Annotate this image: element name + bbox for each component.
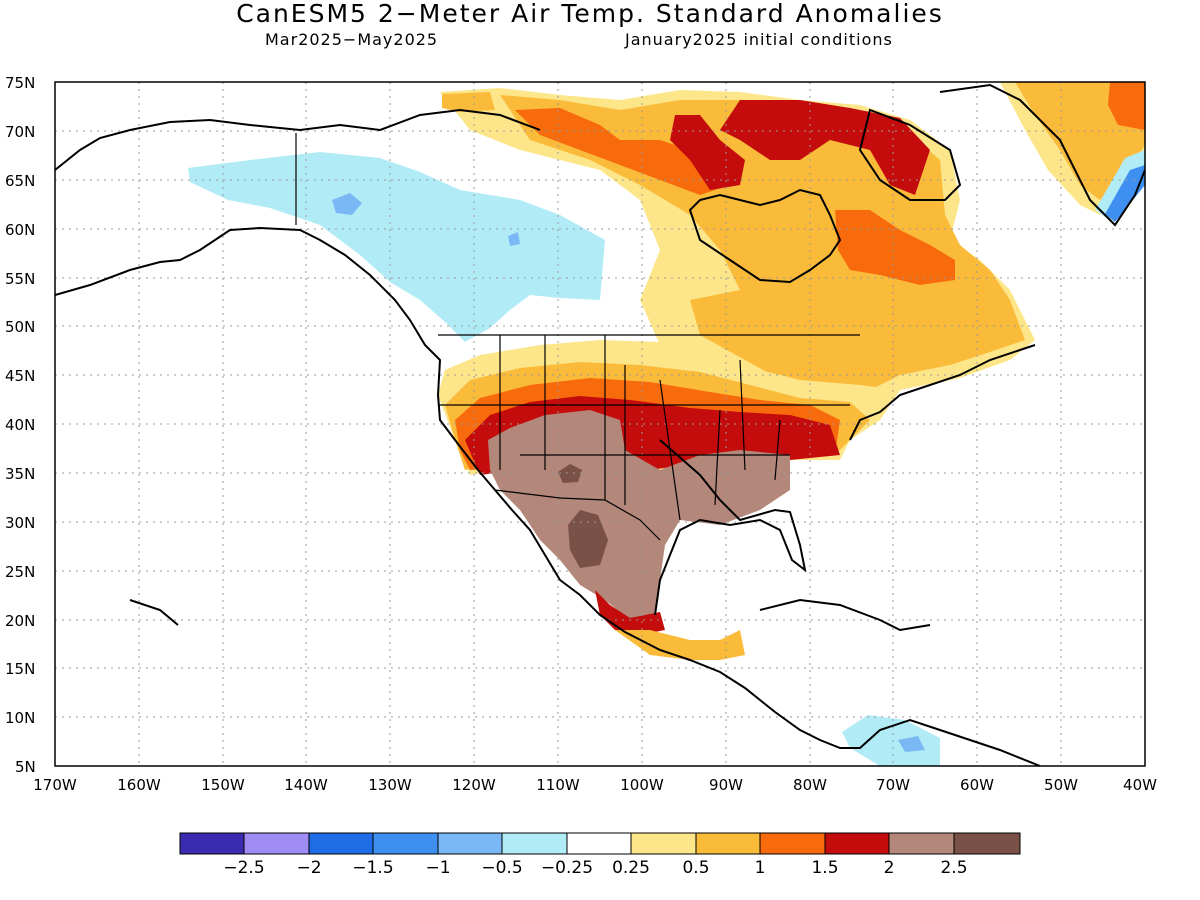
colorbar-swatch [372,832,439,855]
colorbar-swatch [437,832,503,855]
anomaly-region-warm-az-darkbrown [558,464,582,483]
anomaly-region-warm-arctic-red [515,108,730,195]
plot-frame [54,81,1146,767]
colorbar-swatch [308,832,374,855]
colorbar-swatch [824,832,890,855]
anomaly-region-warm-mexico-south-orange [615,630,745,660]
lon-label: 110W [536,776,580,794]
lon-label: 90W [709,776,743,794]
colorbar-swatch [501,832,568,855]
initial-conditions: January2025 initial conditions [625,30,893,49]
lat-label: 25N [5,563,35,581]
anomaly-region-cool-northwest [188,152,605,342]
lat-label: 50N [5,318,35,336]
anomaly-region-blue-caribbean [898,736,925,752]
colorbar-label: −0.5 [481,858,522,878]
lat-label: 30N [5,514,35,532]
lon-label: 60W [960,776,994,794]
lat-label: 35N [5,465,35,483]
latitude-labels: 75N 70N 65N 60N 55N 50N 45N 40N 35N 30N … [5,74,36,776]
anomaly-region-warm-banks-red [442,92,495,112]
colorbar-label: −0.25 [541,858,593,878]
lon-label: 160W [117,776,161,794]
colorbar: −2.5 −2 −1.5 −1 −0.5 −0.25 0.25 0.5 1 1.… [179,832,1021,878]
colorbar-swatch [630,832,697,855]
colorbar-label: 0.5 [682,858,709,878]
anomaly-region-warm-baffin-darkred [720,100,930,195]
lat-label: 75N [5,74,35,92]
colorbar-swatch [243,832,310,855]
lat-label: 60N [5,221,35,239]
colorbar-label: −1 [425,858,450,878]
colorbar-swatch [695,832,761,855]
lat-label: 40N [5,416,35,434]
colorbar-swatch [953,832,1021,855]
anomaly-region-cool-caribbean [842,715,940,766]
political-borders [295,133,860,541]
colorbar-label: 1 [755,858,766,878]
anomaly-region-greenland-blue [1105,165,1145,222]
lat-label: 45N [5,367,35,385]
anomaly-region-warm-foxe-darkred [670,115,745,190]
colorbar-label: −1.5 [352,858,393,878]
colorbar-label: 2 [884,858,895,878]
map-title: CanESM5 2−Meter Air Temp. Standard Anoma… [236,0,944,28]
lat-label: 5N [15,758,36,776]
anomaly-region-warm-southwest-brown [488,410,790,620]
longitude-labels: 170W 160W 150W 140W 130W 120W 110W 100W … [33,776,1157,794]
lon-label: 100W [620,776,664,794]
lon-label: 150W [201,776,245,794]
lat-label: 65N [5,172,35,190]
anomaly-region-warm-quebec-red [835,210,955,285]
colorbar-label: −2 [296,858,321,878]
lon-label: 40W [1123,776,1157,794]
colorbar-label: 2.5 [940,858,967,878]
anomaly-field [188,82,1145,766]
anomaly-region-warm-mexico-darkbrown [568,510,608,568]
lon-label: 50W [1044,776,1078,794]
colorbar-swatch [759,832,826,855]
lon-label: 130W [368,776,412,794]
lon-label: 80W [793,776,827,794]
colorbar-swatch [888,832,955,855]
colorbar-label: 1.5 [811,858,838,878]
anomaly-region-blue-small [508,232,520,246]
coastlines [55,83,1145,766]
colorbar-swatch [566,832,632,855]
lon-label: 140W [284,776,328,794]
lat-label: 10N [5,709,35,727]
lat-label: 20N [5,612,35,630]
lon-label: 120W [452,776,496,794]
colorbar-swatch [179,832,245,855]
colorbar-label: 0.25 [612,858,650,878]
forecast-period: Mar2025−May2025 [265,30,439,49]
anomaly-region-greenland-red [1108,82,1145,130]
lat-label: 70N [5,123,35,141]
lat-label: 55N [5,270,35,288]
anomaly-region-blue-yukon [332,193,362,215]
colorbar-label: −2.5 [223,858,264,878]
lat-label: 15N [5,660,35,678]
lon-label: 70W [876,776,910,794]
lon-label: 170W [33,776,77,794]
anomaly-region-greenland-cool [1095,150,1145,220]
